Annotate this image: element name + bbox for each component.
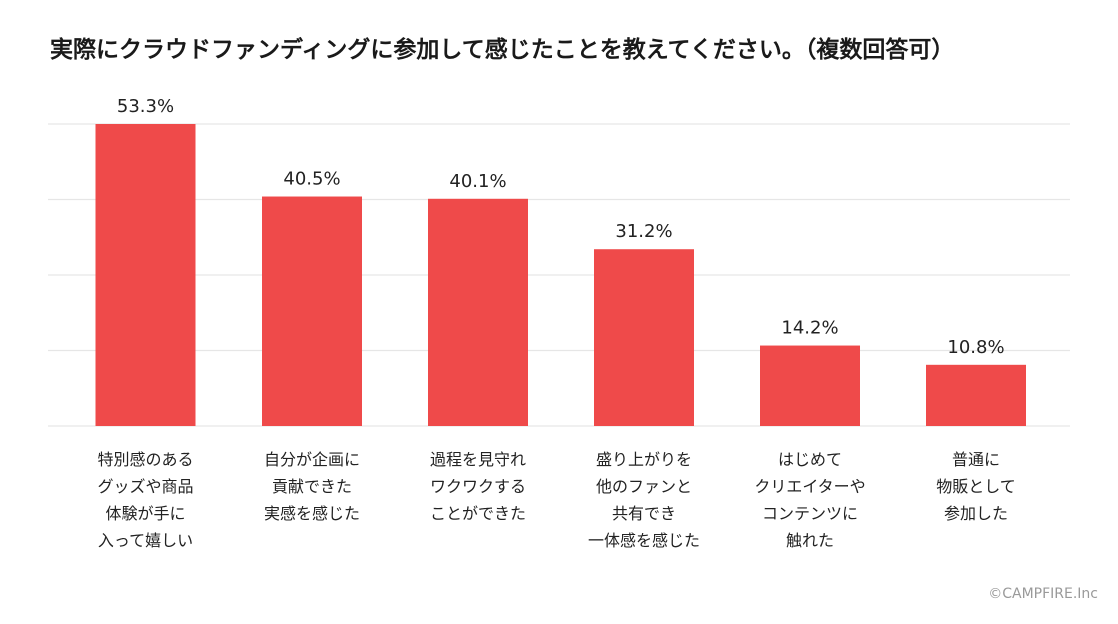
category-label-line: 物販として <box>936 477 1016 496</box>
category-label-line: ことができた <box>429 504 526 523</box>
category-label-line: 共有でき <box>611 504 676 523</box>
data-label: 10.8% <box>947 337 1004 358</box>
category-label-line: 過程を見守れ <box>429 450 526 469</box>
bar <box>428 198 528 426</box>
data-label: 53.3% <box>117 96 174 117</box>
data-label: 40.5% <box>283 169 340 190</box>
category-label-line: 体験が手に <box>105 504 186 523</box>
category-label-line: クリエイターや <box>754 477 866 496</box>
bar <box>262 196 362 426</box>
category-label-line: 他のファンと <box>595 477 692 496</box>
category-label-line: 一体感を感じた <box>587 531 700 550</box>
category-label: 過程を見守れ ワクワクする ことができた <box>403 446 553 527</box>
category-label-line: 参加した <box>943 504 1008 523</box>
category-label: 特別感のある グッズや商品 体験が手に入って嬉しい <box>71 446 221 554</box>
bar <box>926 364 1026 426</box>
category-label-line: 触れた <box>785 531 834 550</box>
copyright-text: ©CAMPFIRE.Inc <box>988 586 1098 602</box>
category-label-line: 自分が企画に <box>263 450 360 469</box>
category-label-line: 普通に <box>951 450 1000 469</box>
data-label: 40.1% <box>449 171 506 192</box>
category-label: はじめてクリエイターや コンテンツに 触れた <box>735 446 885 554</box>
data-label: 31.2% <box>615 221 672 242</box>
category-label: 普通に物販として参加した <box>901 446 1051 527</box>
category-label-line: 特別感のある <box>97 450 194 469</box>
category-label-line: コンテンツに <box>761 504 858 523</box>
data-label: 14.2% <box>781 318 838 339</box>
bar <box>95 124 196 426</box>
bar <box>760 345 860 426</box>
category-label-line: ワクワクする <box>429 477 526 496</box>
category-label: 自分が企画に 貢献できた実感を感じた <box>237 446 387 527</box>
category-label-line: 盛り上がりを <box>595 450 692 469</box>
category-label-line: はじめて <box>777 450 842 469</box>
category-label-line: グッズや商品 <box>97 477 194 496</box>
category-label-line: 入って嬉しい <box>97 531 194 550</box>
category-label: 盛り上がりを 他のファンと 共有でき一体感を感じた <box>569 446 719 554</box>
bar <box>594 249 694 426</box>
chart-title: 実際にクラウドファンディングに参加して感じたことを教えてください。（複数回答可） <box>50 37 955 63</box>
category-label-line: 貢献できた <box>271 477 352 496</box>
category-label-line: 実感を感じた <box>263 504 360 523</box>
